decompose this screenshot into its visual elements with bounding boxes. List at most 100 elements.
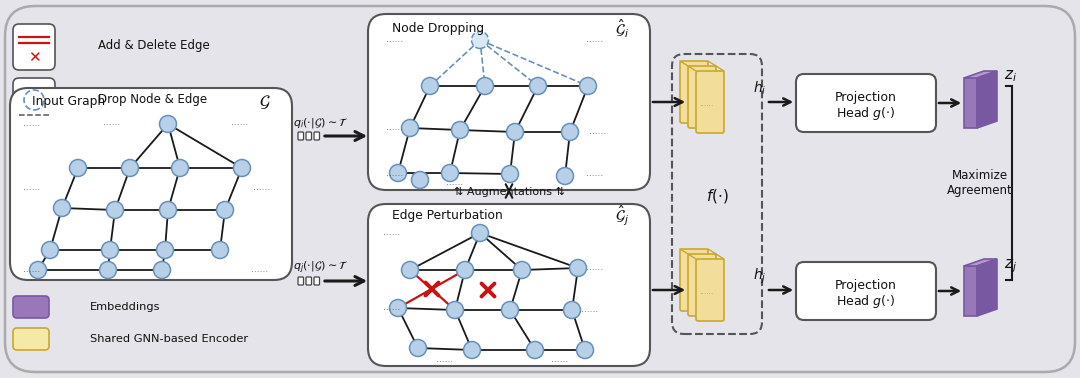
Text: $z_i$: $z_i$ xyxy=(1004,68,1017,84)
Text: Projection: Projection xyxy=(835,91,896,104)
Circle shape xyxy=(421,77,438,94)
FancyBboxPatch shape xyxy=(13,296,49,318)
Circle shape xyxy=(121,160,138,177)
Circle shape xyxy=(409,339,427,356)
Circle shape xyxy=(107,201,123,218)
Text: ......: ...... xyxy=(387,36,404,45)
Text: Head $g(\cdot)$: Head $g(\cdot)$ xyxy=(836,105,895,122)
Text: ......: ...... xyxy=(387,124,404,133)
Circle shape xyxy=(451,121,469,138)
FancyBboxPatch shape xyxy=(796,262,936,320)
Text: ⇅ Augmentations ⇅: ⇅ Augmentations ⇅ xyxy=(454,187,565,197)
Text: $\mathcal{G}$: $\mathcal{G}$ xyxy=(259,93,271,111)
Circle shape xyxy=(476,77,494,94)
Text: Add & Delete Edge: Add & Delete Edge xyxy=(98,39,210,53)
Text: ......: ...... xyxy=(699,288,713,296)
Polygon shape xyxy=(977,71,997,128)
Circle shape xyxy=(513,262,530,279)
Circle shape xyxy=(69,160,86,177)
Text: $h_i$: $h_i$ xyxy=(753,79,767,97)
Text: Drop Node & Edge: Drop Node & Edge xyxy=(98,93,207,107)
Text: ......: ...... xyxy=(586,169,604,178)
Text: $q_j(\cdot|\mathcal{G}) \sim \mathcal{T}$: $q_j(\cdot|\mathcal{G}) \sim \mathcal{T}… xyxy=(293,260,349,276)
FancyBboxPatch shape xyxy=(688,66,716,128)
FancyBboxPatch shape xyxy=(298,277,303,285)
Text: ......: ...... xyxy=(24,119,41,129)
Circle shape xyxy=(442,164,459,181)
FancyBboxPatch shape xyxy=(696,259,724,321)
Circle shape xyxy=(564,302,581,319)
Circle shape xyxy=(212,242,229,259)
Text: Embeddings: Embeddings xyxy=(90,302,161,312)
Circle shape xyxy=(29,262,46,279)
Circle shape xyxy=(457,262,473,279)
Circle shape xyxy=(577,341,594,358)
Text: Head $g(\cdot)$: Head $g(\cdot)$ xyxy=(836,293,895,310)
Circle shape xyxy=(472,225,488,242)
Circle shape xyxy=(102,242,119,259)
Circle shape xyxy=(41,242,58,259)
FancyBboxPatch shape xyxy=(696,71,724,133)
Circle shape xyxy=(390,299,406,316)
Text: ......: ...... xyxy=(699,99,713,108)
FancyBboxPatch shape xyxy=(298,132,303,140)
Text: $z_j$: $z_j$ xyxy=(1004,257,1017,275)
FancyBboxPatch shape xyxy=(13,328,49,350)
Circle shape xyxy=(580,77,596,94)
FancyBboxPatch shape xyxy=(306,132,311,140)
FancyBboxPatch shape xyxy=(13,78,55,122)
Polygon shape xyxy=(964,78,977,128)
FancyBboxPatch shape xyxy=(796,74,936,132)
Circle shape xyxy=(562,124,579,141)
Text: ......: ...... xyxy=(24,183,41,192)
Circle shape xyxy=(157,242,174,259)
FancyBboxPatch shape xyxy=(10,88,292,280)
Text: ......: ...... xyxy=(436,355,454,364)
Circle shape xyxy=(54,200,70,217)
Circle shape xyxy=(507,124,524,141)
Circle shape xyxy=(569,260,586,276)
Circle shape xyxy=(527,341,543,358)
Polygon shape xyxy=(964,266,977,316)
Text: $\hat{\mathcal{G}}_i$: $\hat{\mathcal{G}}_i$ xyxy=(615,18,629,40)
Text: $h_j$: $h_j$ xyxy=(753,266,767,286)
Circle shape xyxy=(390,164,406,181)
Text: ......: ...... xyxy=(446,178,463,187)
Circle shape xyxy=(556,167,573,184)
Circle shape xyxy=(446,302,463,319)
Circle shape xyxy=(529,77,546,94)
Text: Shared GNN-based Encoder: Shared GNN-based Encoder xyxy=(90,334,248,344)
Text: Node Dropping: Node Dropping xyxy=(392,23,484,36)
Circle shape xyxy=(216,201,233,218)
Text: ......: ...... xyxy=(586,36,604,45)
FancyBboxPatch shape xyxy=(368,14,650,190)
Circle shape xyxy=(501,302,518,319)
Text: ......: ...... xyxy=(383,304,401,313)
Circle shape xyxy=(172,160,189,177)
FancyBboxPatch shape xyxy=(314,132,320,140)
FancyBboxPatch shape xyxy=(680,61,708,123)
Text: Maximize
Agreement: Maximize Agreement xyxy=(947,169,1013,197)
Polygon shape xyxy=(977,259,997,316)
Circle shape xyxy=(472,31,488,48)
FancyBboxPatch shape xyxy=(688,254,716,316)
Circle shape xyxy=(233,160,251,177)
Text: ......: ...... xyxy=(24,265,41,274)
Circle shape xyxy=(501,166,518,183)
Text: ......: ...... xyxy=(252,265,269,274)
Text: Input Graph: Input Graph xyxy=(32,96,105,108)
Circle shape xyxy=(463,341,481,358)
Text: $q_i(\cdot|\mathcal{G}) \sim \mathcal{T}$: $q_i(\cdot|\mathcal{G}) \sim \mathcal{T}… xyxy=(293,116,349,130)
Text: ......: ...... xyxy=(383,228,401,237)
Text: $f(\cdot)$: $f(\cdot)$ xyxy=(705,187,728,205)
Text: ......: ...... xyxy=(586,263,604,273)
FancyBboxPatch shape xyxy=(5,6,1075,372)
Circle shape xyxy=(99,262,117,279)
Text: ......: ...... xyxy=(590,127,607,136)
Circle shape xyxy=(402,119,419,136)
Text: $\hat{\mathcal{G}}_j$: $\hat{\mathcal{G}}_j$ xyxy=(615,204,629,228)
Circle shape xyxy=(402,262,419,279)
Text: ......: ...... xyxy=(581,305,598,314)
Text: ......: ...... xyxy=(387,169,404,178)
Text: Projection: Projection xyxy=(835,279,896,291)
